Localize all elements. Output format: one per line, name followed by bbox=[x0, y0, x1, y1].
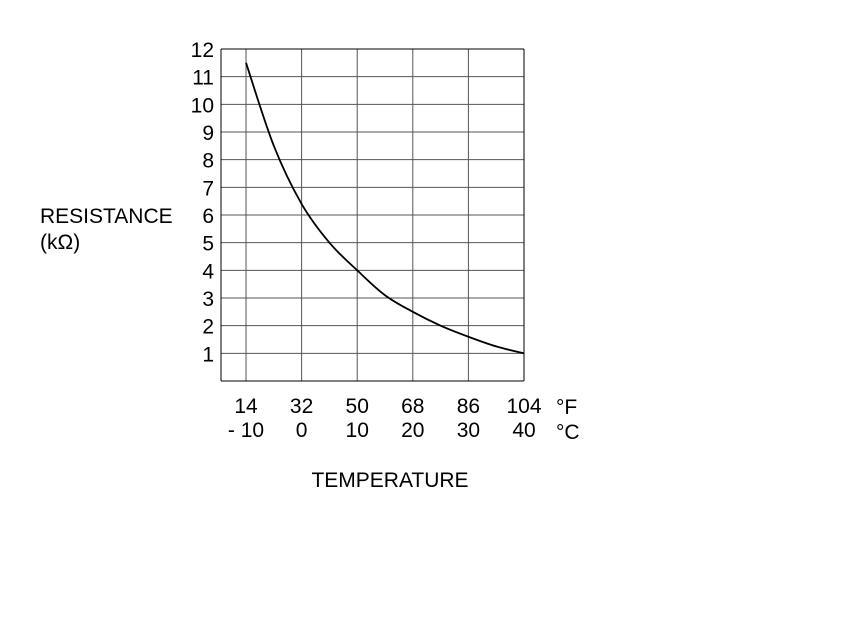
y-tick-label: 6 bbox=[202, 205, 214, 228]
resistance-curve bbox=[245, 62, 525, 355]
x-tick-label-fahrenheit: 32 bbox=[290, 395, 313, 418]
x-tick-label-fahrenheit: 14 bbox=[234, 395, 258, 418]
y-tick-label: 3 bbox=[202, 288, 214, 311]
x-axis-label: TEMPERATURE bbox=[311, 469, 468, 492]
y-tick-label: 2 bbox=[202, 316, 214, 339]
y-tick-label: 12 bbox=[191, 39, 214, 62]
x-unit-fahrenheit: °F bbox=[556, 396, 577, 419]
y-tick-label: 8 bbox=[202, 150, 214, 173]
y-axis-label-line-2: (kΩ) bbox=[40, 231, 80, 254]
y-tick-label: 5 bbox=[202, 233, 214, 256]
x-tick-label-fahrenheit: 86 bbox=[457, 395, 480, 418]
y-tick-label: 11 bbox=[192, 67, 214, 90]
y-tick-label: 10 bbox=[191, 94, 214, 117]
x-tick-label-fahrenheit: 50 bbox=[346, 395, 369, 418]
plot-frame bbox=[220, 48, 525, 382]
x-tick-label-celsius: - 10 bbox=[228, 419, 264, 442]
x-tick-label-fahrenheit: 104 bbox=[506, 395, 541, 418]
grid bbox=[221, 48, 525, 381]
series-layer bbox=[245, 62, 525, 355]
x-tick-label-celsius: 20 bbox=[401, 419, 424, 442]
y-axis-label-line-1: RESISTANCE bbox=[40, 205, 173, 228]
x-tick-label-celsius: 10 bbox=[346, 419, 369, 442]
x-unit-celsius: °C bbox=[556, 421, 580, 444]
x-tick-label-fahrenheit: 68 bbox=[401, 395, 424, 418]
y-tick-label: 7 bbox=[202, 177, 214, 200]
y-tick-label: 4 bbox=[202, 260, 214, 283]
x-tick-label-celsius: 0 bbox=[296, 419, 308, 442]
y-tick-label: 1 bbox=[202, 343, 214, 366]
x-tick-label-celsius: 30 bbox=[457, 419, 480, 442]
y-tick-label: 9 bbox=[202, 122, 214, 145]
x-tick-label-celsius: 40 bbox=[512, 419, 535, 442]
